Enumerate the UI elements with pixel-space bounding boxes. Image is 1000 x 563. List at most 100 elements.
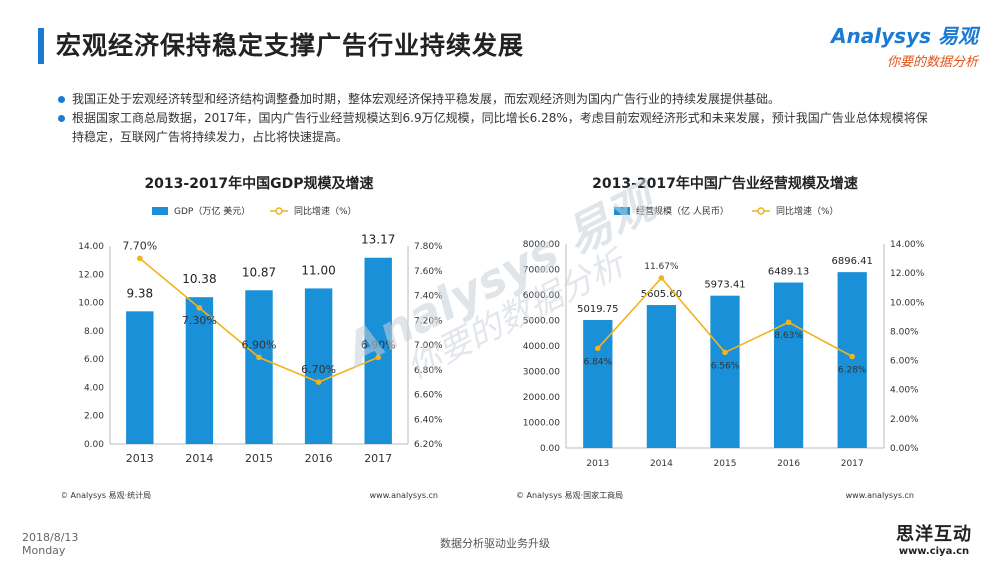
y-right-tick-label: 6.60%	[414, 391, 443, 401]
growth-point	[658, 275, 665, 281]
bullet-item: 根据国家工商总局数据，2017年，国内广告行业经营规模达到6.9万亿规模，同比增…	[58, 109, 938, 147]
bar-value-label: 5973.41	[704, 280, 745, 291]
y-right-tick-label: 0.00%	[890, 444, 919, 454]
growth-point	[375, 354, 382, 361]
growth-value-label: 11.67%	[644, 262, 679, 272]
growth-value-label: 6.84%	[584, 357, 613, 367]
y-right-tick-label: 7.60%	[414, 267, 443, 277]
y-left-tick-label: 0.00	[84, 440, 104, 450]
growth-value-label: 7.30%	[182, 314, 217, 327]
y-right-tick-label: 2.00%	[890, 415, 919, 425]
date-text: 2018/8/13	[22, 531, 79, 544]
weekday-text: Monday	[22, 544, 66, 557]
y-left-tick-label: 8.00	[84, 327, 104, 337]
legend-line-label: 同比增速（%）	[294, 205, 357, 217]
x-tick-label: 2017	[841, 459, 864, 469]
growth-value-label: 6.28%	[838, 365, 867, 375]
y-left-tick-label: 2.00	[84, 412, 104, 422]
y-right-tick-label: 7.20%	[414, 316, 443, 326]
chart-title: 2013-2017年中国广告业经营规模及增速	[592, 175, 858, 192]
legend-bar-swatch	[614, 207, 630, 215]
growth-value-label: 6.70%	[301, 363, 336, 376]
growth-value-label: 7.70%	[122, 239, 157, 252]
bar-value-label: 11.00	[301, 263, 335, 277]
legend-bar-label: GDP（万亿 美元）	[174, 205, 250, 217]
growth-point	[722, 349, 728, 356]
y-left-tick-label: 7000.00	[523, 266, 560, 276]
x-tick-label: 2015	[245, 452, 273, 465]
growth-point	[196, 305, 203, 311]
bar	[837, 272, 867, 448]
x-tick-label: 2013	[586, 459, 609, 469]
bar-value-label: 10.87	[242, 265, 276, 279]
bar-value-label: 5605.60	[641, 289, 682, 300]
growth-point	[849, 353, 855, 360]
y-right-tick-label: 6.80%	[414, 366, 443, 376]
y-left-tick-label: 3000.00	[523, 368, 560, 378]
chart-source: © Analysys 易观·统计局	[62, 490, 151, 500]
x-tick-label: 2016	[777, 459, 800, 469]
footer-brand: 思洋互动 www.ciya.cn	[896, 520, 972, 557]
legend-line-marker	[275, 207, 283, 215]
legend-bar-label: 经营规模（亿 人民币）	[636, 205, 729, 217]
bar	[364, 257, 392, 444]
brand-url: www.ciya.cn	[898, 546, 970, 557]
y-left-tick-label: 12.00	[78, 270, 104, 280]
growth-point	[137, 255, 143, 262]
chart-website: www.analysys.cn	[370, 491, 438, 500]
growth-value-label: 6.90%	[361, 338, 396, 351]
legend-bar-swatch	[152, 207, 168, 215]
growth-value-label: 6.90%	[242, 338, 277, 351]
y-left-tick-label: 10.00	[78, 299, 104, 309]
y-right-tick-label: 6.00%	[890, 357, 919, 367]
analysys-logo: Analysys 易观 你要的数据分析	[831, 20, 978, 70]
bar	[304, 288, 333, 444]
bar	[583, 319, 613, 448]
chart-source: © Analysys 易观·国家工商局	[516, 490, 623, 500]
bar-value-label: 6489.13	[768, 267, 809, 278]
bar	[126, 311, 154, 444]
bullet-list: 我国正处于宏观经济转型和经济结构调整叠加时期，整体宏观经济保持平稳发展，而宏观经…	[58, 90, 938, 147]
legend-line-label: 同比增速（%）	[776, 205, 839, 217]
y-right-tick-label: 6.20%	[414, 440, 443, 450]
growth-point	[595, 345, 601, 352]
x-tick-label: 2015	[714, 459, 737, 469]
page-title: 宏观经济保持稳定支撑广告行业持续发展	[56, 31, 525, 60]
bar-value-label: 10.38	[182, 272, 216, 286]
y-right-tick-label: 4.00%	[890, 386, 919, 396]
x-tick-label: 2014	[650, 459, 673, 469]
chart-website: www.analysys.cn	[846, 491, 914, 500]
growth-point	[315, 379, 322, 385]
y-left-tick-label: 4000.00	[523, 342, 560, 352]
y-right-tick-label: 10.00%	[890, 298, 925, 308]
y-left-tick-label: 2000.00	[523, 393, 560, 403]
bar-value-label: 5019.75	[577, 304, 618, 315]
x-tick-label: 2014	[185, 452, 213, 465]
bar	[773, 282, 804, 448]
x-tick-label: 2017	[364, 452, 392, 465]
growth-value-label: 8.63%	[774, 331, 803, 341]
y-left-tick-label: 14.00	[78, 242, 104, 252]
y-right-tick-label: 14.00%	[890, 240, 925, 250]
logo-slogan: 你要的数据分析	[886, 55, 978, 70]
growth-value-label: 6.56%	[711, 361, 740, 371]
bullet-item: 我国正处于宏观经济转型和经济结构调整叠加时期，整体宏观经济保持平稳发展，而宏观经…	[58, 90, 938, 109]
y-left-tick-label: 6.00	[84, 355, 104, 365]
gdp-chart: 2013-2017年中国GDP规模及增速 GDP（万亿 美元） 同比增速（%） 0.0…	[62, 175, 443, 500]
y-left-tick-label: 8000.00	[523, 240, 560, 250]
y-left-tick-label: 4.00	[84, 383, 104, 393]
bar	[646, 305, 677, 448]
y-right-tick-label: 8.00%	[890, 327, 919, 337]
y-right-tick-label: 7.00%	[414, 341, 443, 351]
x-tick-label: 2013	[126, 452, 154, 465]
bar-value-label: 13.17	[361, 233, 395, 247]
y-right-tick-label: 7.80%	[414, 242, 443, 252]
y-right-tick-label: 6.40%	[414, 415, 443, 425]
y-left-tick-label: 0.00	[540, 444, 560, 454]
growth-point	[785, 319, 792, 326]
x-tick-label: 2016	[305, 452, 333, 465]
bar	[710, 295, 740, 448]
bar-value-label: 9.38	[126, 286, 153, 300]
growth-point	[256, 354, 262, 361]
